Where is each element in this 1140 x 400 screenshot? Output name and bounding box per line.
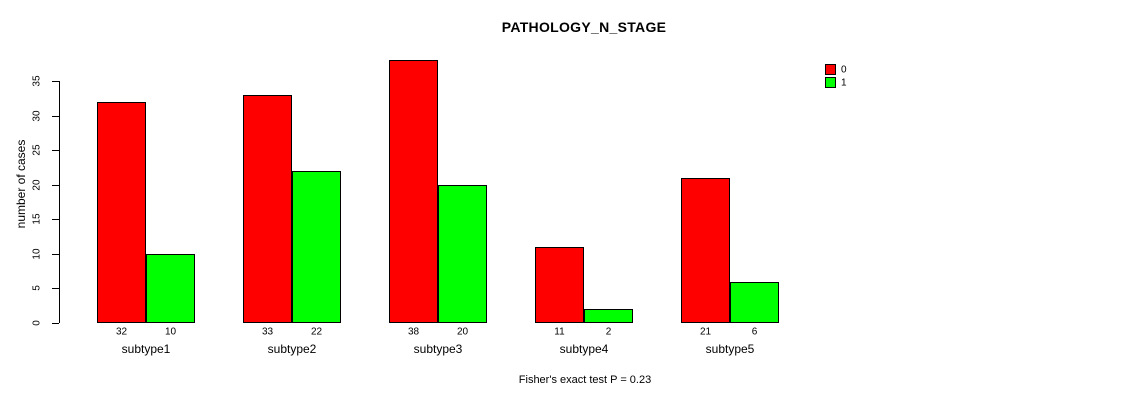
bar-value-label: 33 [261, 326, 274, 338]
category-label-subtype4: subtype4 [559, 342, 609, 356]
bar-value-label: 32 [115, 326, 128, 338]
category-label-subtype2: subtype2 [267, 342, 317, 356]
bar-value-label: 10 [164, 326, 177, 338]
bar-value-label: 2 [605, 326, 612, 338]
y-tick [52, 253, 59, 255]
y-tick-label: 10 [31, 248, 43, 260]
bar-subtype2-series-0 [243, 94, 292, 323]
category-label-subtype3: subtype3 [413, 342, 463, 356]
bar-subtype5-series-0 [681, 177, 730, 323]
y-tick-label: 0 [31, 320, 43, 326]
y-tick [52, 115, 59, 117]
category-label-subtype5: subtype5 [705, 342, 755, 356]
bar-subtype2-series-1 [292, 170, 341, 323]
bar-value-label: 20 [456, 326, 469, 338]
category-label-subtype1: subtype1 [121, 342, 171, 356]
y-axis-label: number of cases [14, 139, 28, 229]
bar-subtype1-series-0 [97, 101, 146, 323]
bar-subtype5-series-1 [730, 281, 779, 323]
legend-label-1: 1 [841, 77, 847, 88]
y-tick-label: 20 [31, 179, 43, 191]
bar-subtype1-series-1 [146, 253, 195, 323]
bar-value-label: 38 [407, 326, 420, 338]
y-tick-label: 35 [31, 75, 43, 87]
bar-value-label: 11 [554, 326, 565, 338]
chart-title: PATHOLOGY_N_STAGE [501, 19, 667, 35]
bar-value-label: 21 [699, 326, 712, 338]
bar-value-label: 6 [751, 326, 758, 338]
y-tick [52, 219, 59, 221]
y-tick-label: 30 [31, 110, 43, 122]
bar-subtype4-series-1 [584, 309, 633, 323]
y-tick-label: 15 [31, 213, 43, 225]
y-tick-label: 5 [31, 285, 43, 292]
y-axis-line [59, 81, 60, 323]
bar-subtype3-series-0 [389, 60, 438, 323]
y-tick [52, 81, 59, 82]
bar-subtype3-series-1 [438, 184, 487, 323]
bar-subtype4-series-0 [535, 246, 584, 323]
legend-swatch-0 [825, 64, 836, 75]
y-tick-label: 25 [31, 144, 43, 156]
legend-swatch-1 [825, 77, 836, 88]
stat-test-caption: Fisher's exact test P = 0.23 [518, 374, 652, 386]
y-tick [52, 323, 59, 324]
bar-value-label: 22 [310, 326, 323, 338]
legend-label-0: 0 [841, 64, 847, 75]
y-tick [52, 184, 59, 186]
y-tick [52, 288, 59, 290]
y-tick [52, 150, 59, 152]
